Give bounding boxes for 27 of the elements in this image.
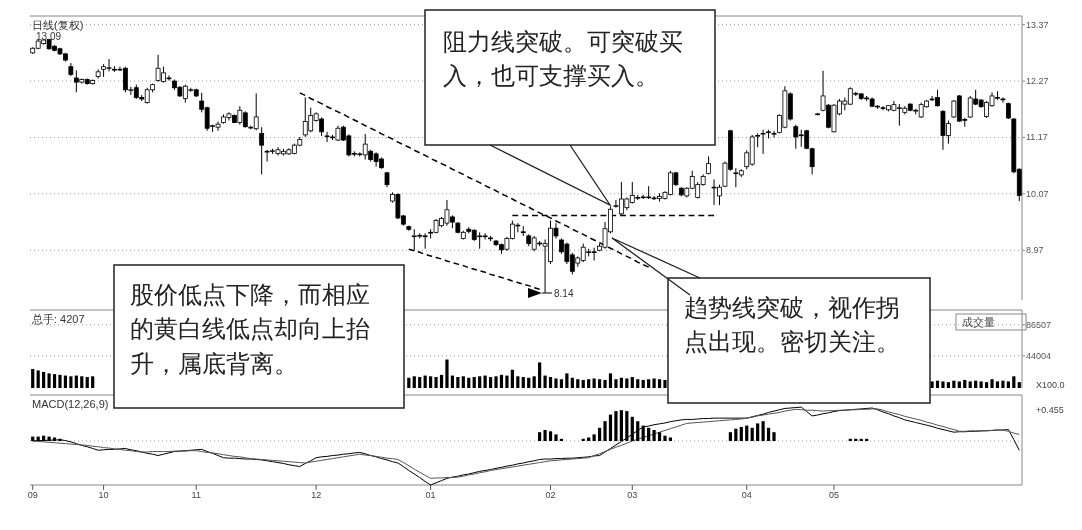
- x-tick-label: 03: [627, 490, 638, 500]
- chart-title: 日线(复权): [32, 19, 84, 31]
- chart-title: 总手: 4207: [31, 313, 85, 325]
- annotation: 8.14: [554, 288, 574, 299]
- x-tick-label: 11: [191, 490, 201, 500]
- y-tick-label: 11.17: [1026, 132, 1048, 143]
- y-tick-label: 12.27: [1026, 76, 1049, 87]
- x-tick-label: 05: [828, 490, 839, 500]
- x-tick-label: 04: [741, 490, 752, 500]
- text: +0.455: [1036, 405, 1064, 415]
- x-tick-label: 01: [425, 490, 436, 500]
- x-tick-label: 10: [98, 490, 109, 500]
- x-tick-label: 09: [27, 490, 38, 500]
- y-tick-label: 13.37: [1026, 19, 1049, 30]
- annotation: 成交量: [962, 316, 995, 328]
- annotation: 趋势线突破，视作拐点出现。密切关注。: [684, 293, 900, 357]
- y-tick-label: 8.97: [1026, 245, 1044, 256]
- text: X100.0: [1036, 380, 1065, 390]
- x-tick-label: 12: [311, 490, 322, 500]
- annotation: 13.09: [36, 31, 62, 42]
- chart-title: MACD(12,26,9): [32, 398, 109, 410]
- y-tick-label: 86507: [1026, 319, 1052, 330]
- x-tick-label: 02: [545, 490, 556, 500]
- y-tick-label: 10.07: [1026, 188, 1049, 199]
- annotation: 阻力线突破。可突破买入，也可支撑买入。: [443, 27, 683, 91]
- annotation: 股价低点下降，而相应的黄白线低点却向上抬升，属底背离。: [130, 280, 370, 379]
- y-tick-label: 44004: [1026, 350, 1052, 361]
